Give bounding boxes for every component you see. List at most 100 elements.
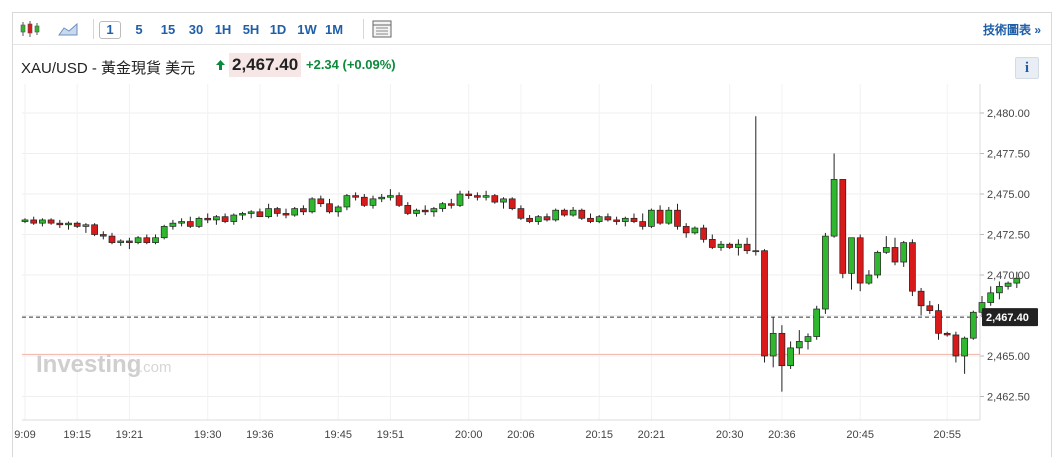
candle-body	[447, 203, 455, 206]
toolbar-separator	[363, 19, 364, 39]
timeframe-1w[interactable]: 1W	[297, 22, 317, 37]
candle-body	[387, 195, 394, 198]
candle-body	[482, 195, 490, 198]
x-tick-label: 19:45	[324, 429, 352, 441]
x-tick-label: 20:30	[716, 429, 744, 441]
candle-body	[230, 214, 238, 222]
candle-body	[830, 179, 838, 237]
candle-body	[969, 311, 977, 339]
candle-body	[587, 217, 594, 222]
timeframe-1m[interactable]: 1M	[324, 22, 344, 37]
candle-body	[73, 222, 81, 227]
timeframe-5h[interactable]: 5H	[242, 22, 260, 37]
candle-body	[961, 337, 968, 357]
area-chart-icon[interactable]	[57, 19, 79, 39]
x-tick-label: 20:21	[638, 429, 666, 441]
candle-body	[204, 217, 212, 221]
candle-body	[769, 332, 777, 357]
candle-body	[682, 226, 690, 234]
candle-body	[804, 336, 812, 342]
timeframe-1h[interactable]: 1H	[214, 22, 232, 37]
candle-body	[178, 221, 185, 224]
candle-body	[282, 213, 290, 216]
candle-body	[900, 242, 908, 263]
candle-body	[134, 237, 142, 243]
candle-body	[674, 209, 681, 227]
candle-body	[91, 224, 98, 235]
timeframe-5[interactable]: 5	[135, 22, 143, 37]
candle-body	[500, 198, 507, 203]
candle-body	[1013, 277, 1021, 284]
candle-body	[465, 193, 473, 196]
candle-body	[186, 221, 194, 227]
candle-body	[369, 198, 377, 206]
candle-body	[195, 217, 203, 227]
x-tick-label: 19:15	[63, 429, 91, 441]
candle-body	[943, 332, 951, 336]
candle-body	[917, 290, 925, 307]
candle-body	[787, 347, 794, 367]
candle-body	[578, 209, 586, 219]
candle-body	[143, 237, 151, 243]
watermark-logo: Investing	[36, 351, 141, 378]
candle-body	[743, 243, 751, 252]
timeframe-1d[interactable]: 1D	[269, 22, 287, 37]
candle-body	[926, 305, 934, 311]
timeframe-1[interactable]: 1	[99, 21, 121, 39]
candle-body	[169, 222, 177, 227]
candle-body	[152, 237, 159, 243]
candle-body	[752, 250, 760, 253]
info-button[interactable]: i	[1015, 57, 1039, 79]
candle-body	[761, 250, 768, 357]
candle-body	[987, 292, 995, 303]
candle-body	[648, 209, 655, 227]
candle-body	[822, 235, 829, 310]
y-tick-label: 2,480.00	[987, 108, 1030, 120]
candle-body	[952, 334, 960, 357]
candle-body	[413, 209, 420, 214]
candle-body	[561, 209, 568, 216]
table-icon[interactable]	[371, 19, 393, 39]
candle-body	[874, 251, 881, 276]
candle-body	[326, 203, 333, 213]
candle-body	[595, 216, 603, 222]
y-tick-label: 2,477.50	[987, 149, 1030, 161]
candle-body	[456, 193, 464, 206]
candle-body	[404, 204, 412, 214]
candle-body	[856, 237, 864, 284]
candle-body	[308, 198, 316, 213]
candle-body	[935, 310, 942, 334]
candle-body	[56, 222, 64, 226]
candle-body	[700, 227, 707, 240]
price-label-box	[982, 308, 1038, 327]
x-tick-label: 19:51	[377, 429, 405, 441]
candle-body	[569, 209, 577, 216]
candle-body	[378, 196, 386, 200]
watermark-suffix: .com	[139, 359, 172, 376]
candle-body	[474, 195, 481, 198]
candle-body	[99, 234, 107, 237]
technical-chart-link[interactable]: 技術圖表 »	[982, 23, 1041, 37]
candle-body	[613, 219, 620, 222]
timeframe-15[interactable]: 15	[160, 22, 176, 37]
candle-body	[691, 227, 699, 234]
timeframe-30[interactable]: 30	[188, 22, 204, 37]
x-tick-label: 19:21	[116, 429, 144, 441]
candle-body	[848, 237, 855, 274]
candle-body	[813, 308, 821, 337]
candle-body	[909, 242, 916, 292]
candle-body	[778, 332, 786, 367]
candle-body	[21, 219, 29, 222]
candlestick-chart-icon[interactable]	[19, 19, 41, 39]
candle-body	[996, 285, 1003, 294]
x-tick-label: 9:09	[14, 429, 35, 441]
candle-body	[717, 243, 725, 248]
candle-body	[360, 196, 368, 206]
candle-body	[334, 206, 342, 213]
x-tick-label: 20:45	[846, 429, 874, 441]
candle-body	[795, 341, 803, 349]
quote-header: XAU/USD - 黃金現貨 美元 2,467.40 +2.34 (+0.09%…	[13, 46, 1051, 84]
price-label: 2,467.40	[986, 312, 1029, 324]
y-tick-label: 2,465.00	[987, 351, 1030, 363]
candle-body	[630, 217, 638, 222]
